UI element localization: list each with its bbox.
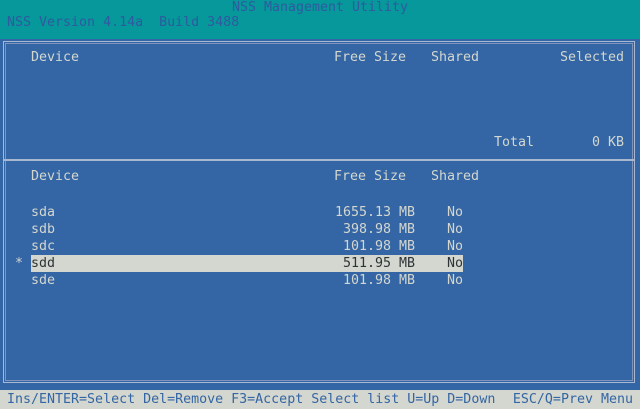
col-shared: Shared xyxy=(431,169,480,184)
key-help-menu: ESC/Q=Prev Menu xyxy=(512,392,633,407)
device-row-sdb[interactable]: sdb 398.98 MB No xyxy=(31,221,463,238)
col-selected: Selected xyxy=(559,50,624,65)
device-row-sda[interactable]: sda 1655.13 MB No xyxy=(31,204,463,221)
device-shared: No xyxy=(447,222,464,237)
device-name: sdb xyxy=(31,222,56,237)
device-name: sdc xyxy=(31,239,56,254)
version-label: NSS Version 4.14a Build 3488 xyxy=(7,15,240,30)
device-row-sde[interactable]: sde 101.98 MB No xyxy=(31,272,463,289)
device-free-size: 398.98 MB xyxy=(342,222,415,237)
device-free-size: 101.98 MB xyxy=(342,273,415,288)
panel-divider xyxy=(3,159,635,161)
col-device: Device xyxy=(31,50,80,65)
device-row-sdc[interactable]: sdc 101.98 MB No xyxy=(31,238,463,255)
device-shared: No xyxy=(447,256,464,271)
device-free-size: 1655.13 MB xyxy=(334,205,415,220)
col-free-size: Free Size xyxy=(334,50,407,65)
title-bar: NSS Management Utility NSS Version 4.14a… xyxy=(0,0,640,39)
device-name: sde xyxy=(31,273,56,288)
device-free-size: 101.98 MB xyxy=(342,239,415,254)
col-device: Device xyxy=(31,169,80,184)
main-frame xyxy=(3,41,635,383)
device-shared: No xyxy=(447,239,464,254)
device-shared: No xyxy=(447,205,464,220)
key-help: Ins/ENTER=Select Del=Remove F3=Accept Se… xyxy=(7,392,496,407)
device-name: sda xyxy=(31,205,56,220)
col-free-size: Free Size xyxy=(334,169,407,184)
total-value: 0 KB xyxy=(591,135,624,150)
device-free-size: 511.95 MB xyxy=(342,256,415,271)
total-label: Total xyxy=(494,135,535,150)
app-title: NSS Management Utility xyxy=(231,0,409,15)
device-row-sdd[interactable]: sdd 511.95 MB No xyxy=(31,255,463,272)
device-name: sdd xyxy=(31,256,56,271)
selection-marker: * xyxy=(15,256,24,271)
status-bar: Ins/ENTER=Select Del=Remove F3=Accept Se… xyxy=(0,390,640,409)
col-shared: Shared xyxy=(431,50,480,65)
device-shared: No xyxy=(447,273,464,288)
